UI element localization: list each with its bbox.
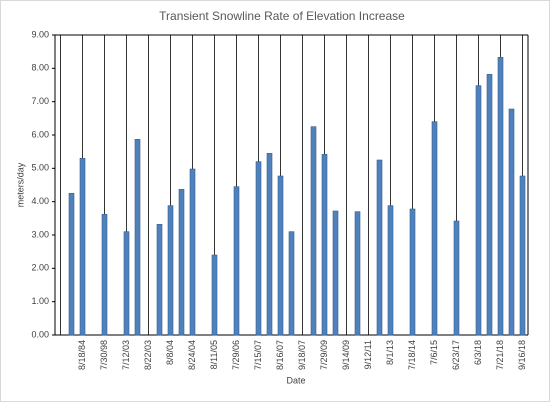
y-tick-label: 6.00 [31, 129, 49, 139]
bar [266, 153, 273, 336]
y-tick-label: 2.00 [31, 263, 49, 273]
x-tick-label: 7/18/14 [407, 340, 417, 370]
bar [376, 159, 383, 336]
bar [167, 205, 174, 336]
bar [354, 211, 361, 336]
x-tick-label: 8/18/84 [77, 340, 87, 370]
bar [68, 193, 75, 336]
y-tick-label: 9.00 [31, 29, 49, 39]
bar [156, 224, 163, 336]
bar [123, 231, 130, 336]
x-tick-label: 7/21/18 [495, 340, 505, 370]
bar [134, 139, 141, 336]
bar [409, 208, 416, 336]
bar [486, 74, 493, 336]
bar [178, 189, 185, 336]
bar [79, 158, 86, 336]
y-tick-label: 0.00 [31, 329, 49, 339]
x-tick-label: 8/1/13 [385, 340, 395, 365]
bar [431, 121, 438, 336]
x-tick-label: 7/15/07 [253, 340, 263, 370]
x-tick-label: 6/23/17 [451, 340, 461, 370]
y-tick-label: 7.00 [31, 96, 49, 106]
bar [519, 175, 526, 336]
chart-title: Transient Snowline Rate of Elevation Inc… [159, 9, 405, 23]
bar [387, 205, 394, 336]
x-tick-label: 8/8/04 [165, 340, 175, 365]
bar [508, 108, 515, 336]
y-tick-label: 4.00 [31, 196, 49, 206]
y-tick-label: 8.00 [31, 63, 49, 73]
bar [321, 154, 328, 336]
bar [332, 210, 339, 336]
x-tick-label: 8/16/07 [275, 340, 285, 370]
x-tick-label: 7/12/03 [121, 340, 131, 370]
x-tick-label: 8/22/03 [143, 340, 153, 370]
x-tick-label: 6/3/18 [473, 340, 483, 365]
bar [453, 220, 460, 336]
bar [288, 231, 295, 336]
x-tick-label: 7/29/06 [231, 340, 241, 370]
bar [233, 186, 240, 336]
x-tick-label: 7/6/15 [429, 340, 439, 365]
bar [101, 214, 108, 336]
bar [310, 126, 317, 336]
y-axis-label: meters/day [15, 162, 25, 207]
x-tick-label: 8/24/04 [187, 340, 197, 370]
x-tick-label: 9/14/09 [341, 340, 351, 370]
bar [497, 57, 504, 336]
x-tick-label: 8/11/05 [209, 340, 219, 369]
y-tick-label: 1.00 [31, 296, 49, 306]
bar [475, 85, 482, 336]
bar [189, 168, 196, 336]
x-axis-label: Date [286, 375, 305, 385]
bar [255, 161, 262, 336]
x-tick-label: 7/30/98 [99, 340, 109, 370]
x-tick-label: 9/18/07 [297, 340, 307, 370]
x-tick-label: 9/16/18 [517, 340, 527, 370]
bar [211, 254, 218, 336]
x-tick-label: 9/12/11 [363, 340, 373, 369]
y-tick-label: 3.00 [31, 229, 49, 239]
x-tick-label: 7/29/09 [319, 340, 329, 370]
bar [277, 175, 284, 336]
y-tick-label: 5.00 [31, 163, 49, 173]
